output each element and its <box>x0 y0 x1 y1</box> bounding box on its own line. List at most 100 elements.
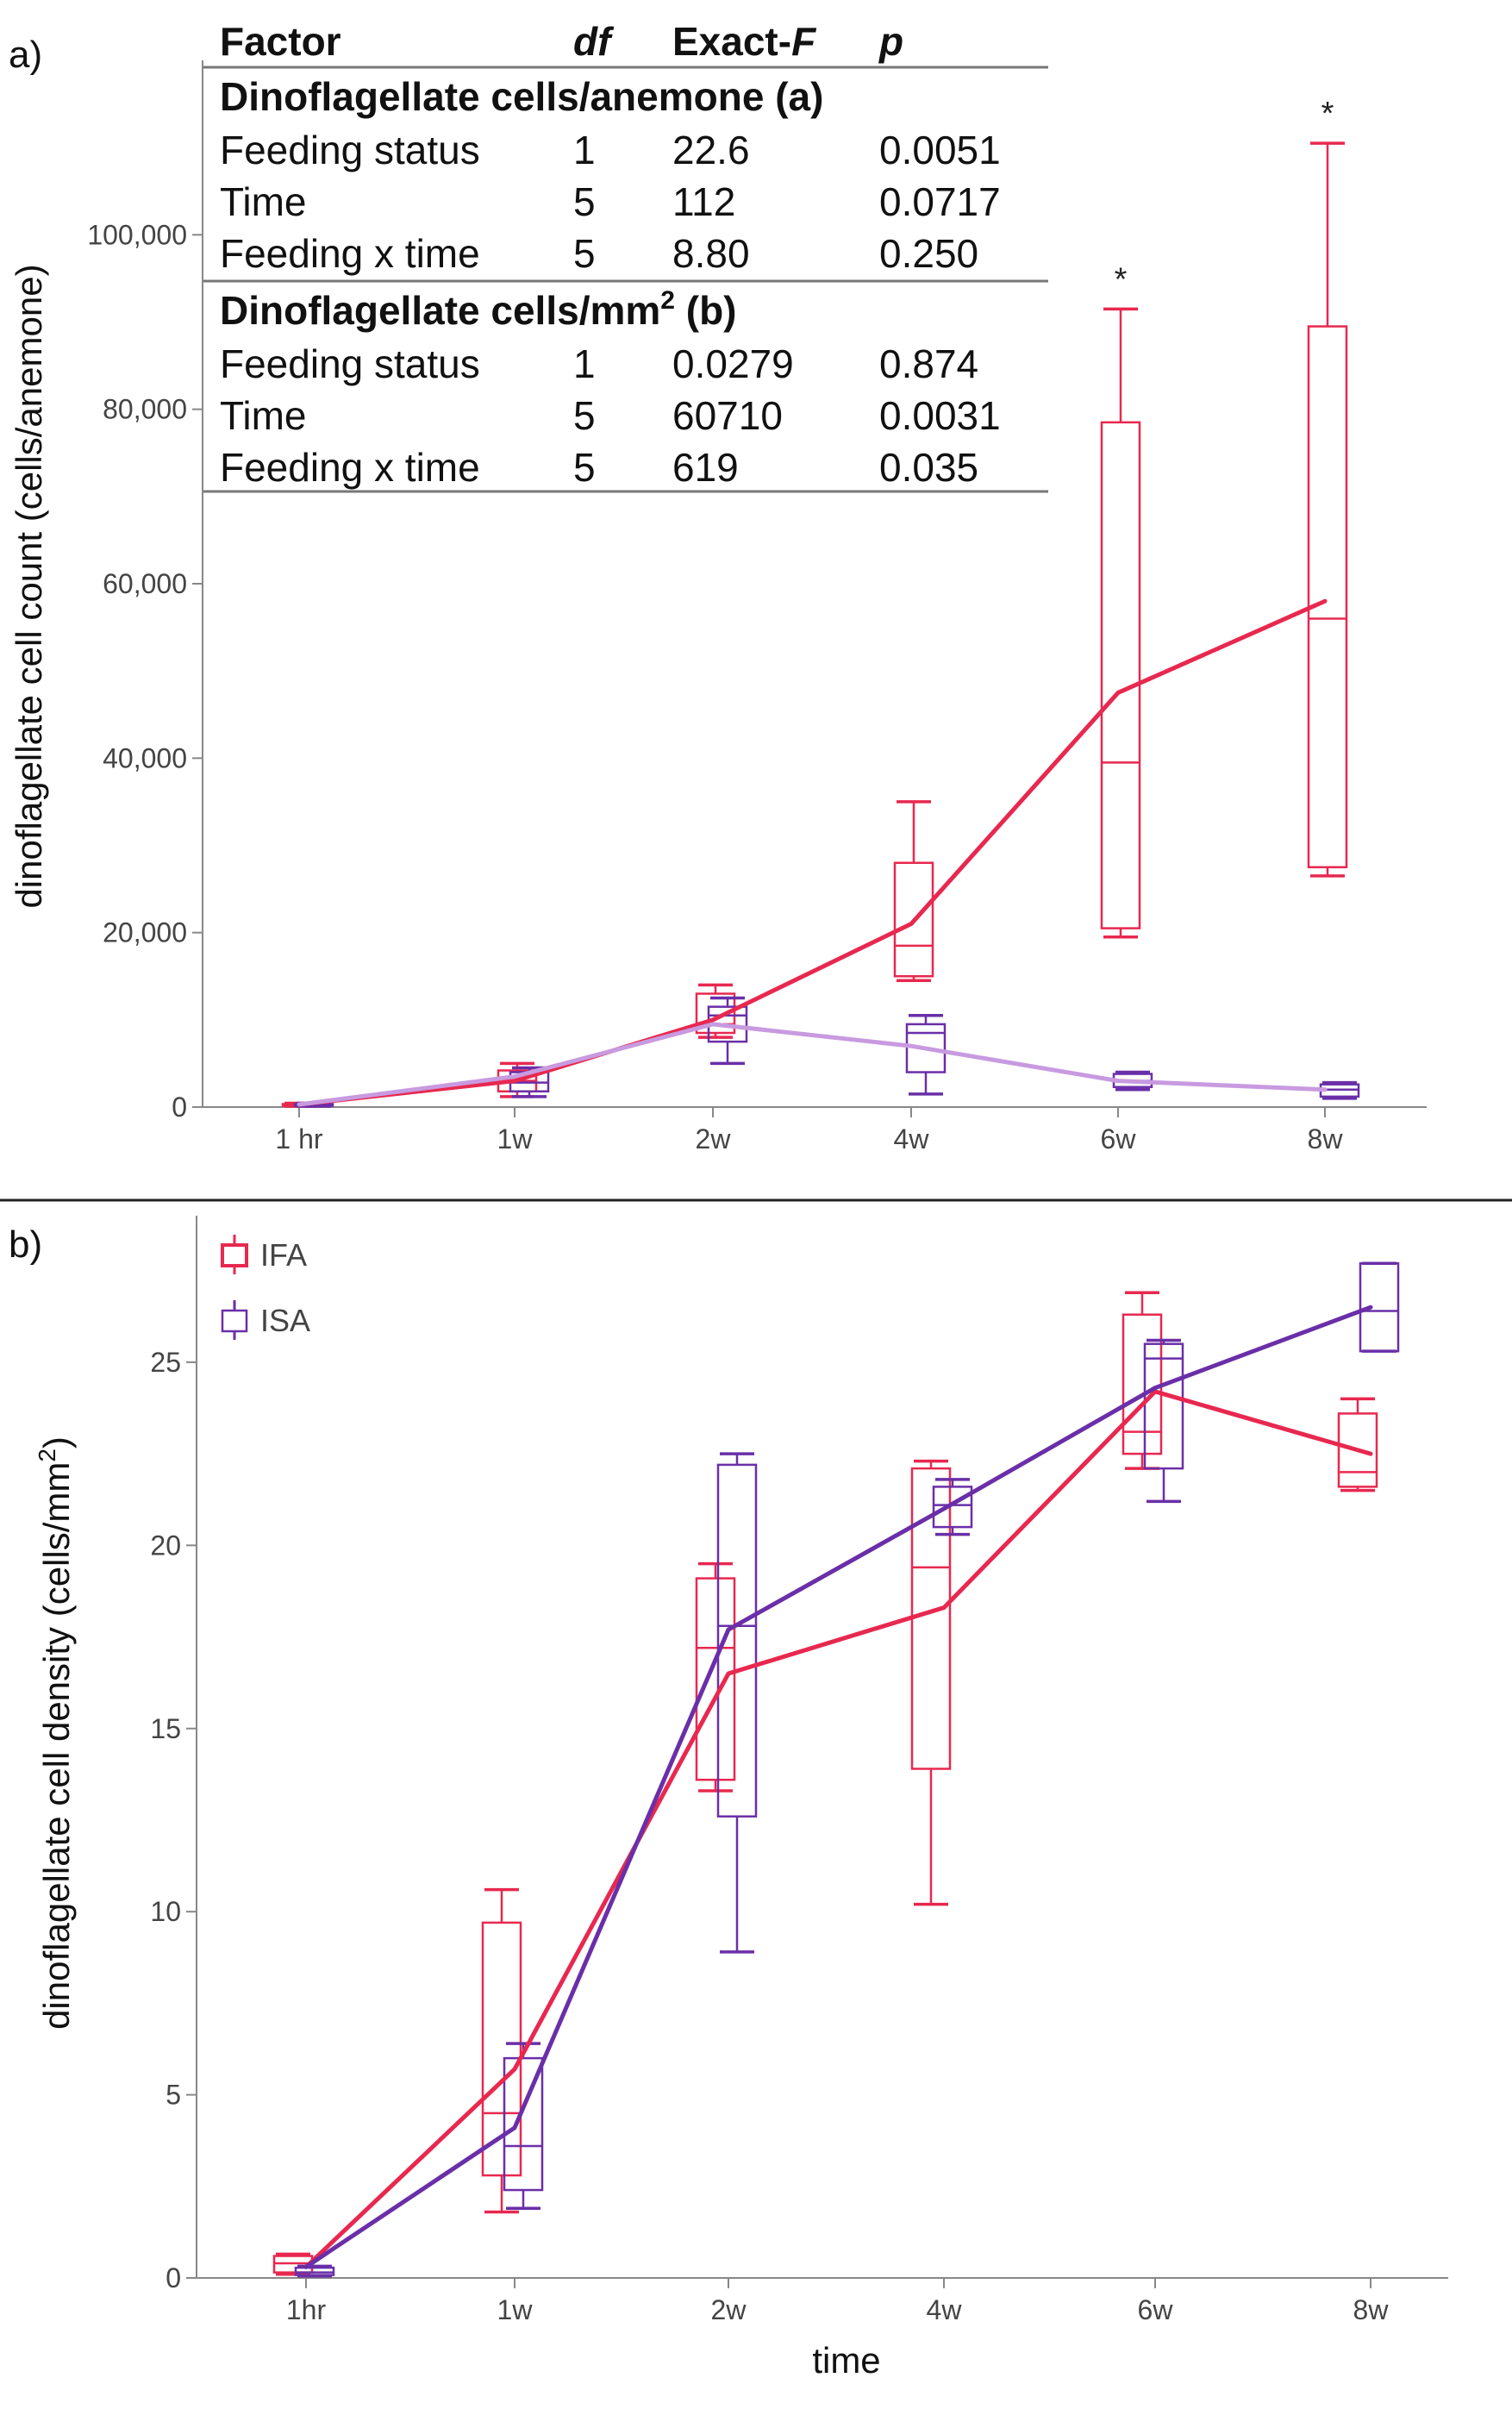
y-tick-label: 100,000 <box>87 219 187 250</box>
trend-line-ifa <box>297 598 1328 1107</box>
table-cell: 0.0279 <box>672 341 794 386</box>
table-cell: 22.6 <box>672 128 750 172</box>
stats-table: Factor df Exact-F p Dinoflagellate cells… <box>203 12 1048 493</box>
y-tick-label: 80,000 <box>103 394 187 425</box>
table-cell: 0.250 <box>879 231 978 276</box>
x-tick-label: 1 hr <box>275 1123 322 1154</box>
panel-a-significance-markers: ** <box>1115 96 1334 297</box>
table-cell: 1 <box>573 341 596 386</box>
y-tick-label: 0 <box>166 2262 181 2293</box>
y-tick-label: 60,000 <box>103 568 187 599</box>
legend-swatch-ifa <box>221 1243 248 1267</box>
boxplot-series-ifa <box>272 1291 1378 2276</box>
table-header-p: p <box>878 19 903 64</box>
y-tick-label: 20,000 <box>103 917 187 948</box>
y-tick-label: 0 <box>172 1092 187 1123</box>
trend-line-isa <box>303 1305 1373 2269</box>
table-cell: Feeding status <box>220 341 480 386</box>
table-cell: 0.0051 <box>879 128 1001 172</box>
table-section-b-superscript: 2 <box>660 286 675 315</box>
panel-b-y-axis-title-sup: 2 <box>34 1449 60 1462</box>
table-header-df: df <box>573 19 615 64</box>
y-tick-label: 15 <box>150 1713 181 1744</box>
y-tick-label: 20 <box>150 1530 181 1561</box>
table-header-f: F <box>791 19 817 64</box>
panel-a-trend-lines <box>297 598 1328 1107</box>
panel-b-x-ticks: 1hr 1w 2w 4w 6w 8w <box>286 2278 1389 2325</box>
y-tick-label: 40,000 <box>103 742 187 773</box>
box-iqr <box>695 1577 736 1781</box>
box-iqr <box>503 2056 544 2192</box>
box-iqr <box>1122 1313 1163 1455</box>
table-cell: 0.035 <box>879 445 978 490</box>
panel-b-legend: IFA ISA <box>221 1235 310 1340</box>
panel-a-y-axis-title: dinoflagellate cell count (cells/anemone… <box>9 264 49 908</box>
table-section-b-text: Dinoflagellate cells/mm <box>220 288 660 333</box>
legend-label-isa: ISA <box>260 1303 310 1338</box>
significance-marker: * <box>1321 96 1334 132</box>
legend-swatch-isa <box>221 1309 248 1333</box>
box-iqr <box>893 861 934 978</box>
table-cell: 5 <box>573 393 596 438</box>
table-cell: 0.874 <box>879 341 978 386</box>
table-section-b-suffix: (b) <box>675 288 737 333</box>
table-header-exact-f: Exact-F <box>672 19 817 64</box>
panel-a-chart: a) dinoflagellate cell count (cells/anem… <box>9 12 1427 1154</box>
panel-a-label: a) <box>9 34 42 76</box>
panel-b-label: b) <box>9 1223 42 1266</box>
trend-line-ifa <box>303 1389 1373 2269</box>
boxplot-series-isa <box>293 996 1360 1108</box>
stats-table-background <box>203 12 1048 491</box>
table-cell: Feeding x time <box>220 445 480 490</box>
box-iqr <box>932 1486 973 1529</box>
table-cell: 60710 <box>672 393 783 438</box>
box-iqr <box>910 1467 952 1770</box>
box-iqr <box>1100 421 1141 929</box>
box-iqr <box>716 1463 758 1818</box>
table-cell: 8.80 <box>672 231 750 276</box>
table-cell: 1 <box>573 128 596 172</box>
panel-b-y-axis-title: dinoflagellate cell density (cells/mm2) <box>34 1436 77 2030</box>
significance-marker: * <box>1115 261 1128 297</box>
y-tick-label: 5 <box>166 2080 181 2111</box>
x-tick-label: 6w <box>1101 1123 1137 1154</box>
x-tick-label: 8w <box>1308 1123 1344 1154</box>
box-iqr <box>1337 1412 1378 1488</box>
table-cell: 619 <box>672 445 739 490</box>
table-cell: 5 <box>573 445 596 490</box>
table-rows-b: Feeding status 1 0.0279 0.874 Time 5 60710 0.00… <box>220 341 1001 490</box>
table-section-a-title: Dinoflagellate cells/anemone (a) <box>220 74 823 119</box>
box-iqr <box>695 992 736 1035</box>
panel-b-y-ticks: 0 5 10 15 20 25 <box>150 1347 197 2293</box>
box-iqr <box>294 2266 335 2276</box>
box-iqr <box>905 1023 947 1073</box>
trend-line-isa <box>297 1022 1328 1107</box>
table-cell: 0.0717 <box>879 179 1001 224</box>
box-iqr <box>481 1921 522 2177</box>
legend-label-ifa: IFA <box>260 1237 307 1273</box>
box-iqr <box>1359 1261 1400 1353</box>
table-header-exact: Exact- <box>672 19 791 64</box>
table-cell: Feeding status <box>220 128 480 172</box>
panel-b-y-axis-title-text: dinoflagellate cell density (cells/mm <box>36 1462 77 2030</box>
x-tick-label: 1w <box>497 2294 534 2325</box>
box-iqr <box>1307 325 1348 869</box>
table-cell: Time <box>220 179 307 224</box>
x-tick-label: 4w <box>894 1123 930 1154</box>
table-cell: Time <box>220 393 307 438</box>
table-rows-a: Feeding status 1 22.6 0.0051 Time 5 112 0.0717 F… <box>220 128 1001 276</box>
x-tick-label: 8w <box>1353 2294 1390 2325</box>
panel-a-y-ticks: 0 20,000 40,000 60,000 80,000 100,000 <box>87 219 203 1123</box>
panel-a-x-ticks: 1 hr 1w 2w 4w 6w 8w <box>275 1107 1343 1154</box>
box-iqr <box>1143 1342 1184 1470</box>
y-tick-label: 25 <box>150 1347 181 1378</box>
y-tick-label: 10 <box>150 1896 181 1927</box>
panel-b-chart: b) dinoflagellate cell density (cells/mm… <box>9 1216 1448 2381</box>
table-cell: 5 <box>573 179 596 224</box>
x-tick-label: 6w <box>1138 2294 1174 2325</box>
x-tick-label: 1hr <box>286 2294 327 2325</box>
table-cell: 5 <box>573 231 596 276</box>
x-tick-label: 2w <box>711 2294 747 2325</box>
x-tick-label: 1w <box>497 1123 534 1154</box>
